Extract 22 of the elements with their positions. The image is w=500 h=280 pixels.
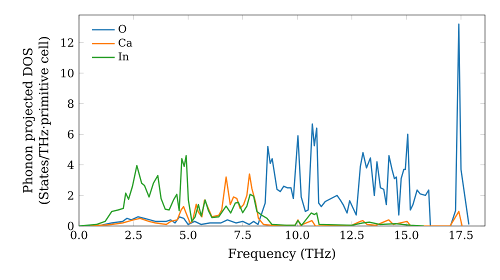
- x-tick-label: 17.5: [450, 230, 473, 240]
- legend-label: Ca: [118, 38, 132, 47]
- x-tick-label: 15.0: [395, 230, 418, 240]
- y-tick-label: 10: [61, 68, 74, 78]
- x-tick-label: 2.5: [125, 230, 142, 240]
- y-tick-label: 12: [61, 38, 74, 47]
- x-tick-label: 5.0: [180, 230, 196, 240]
- legend-label: O: [118, 24, 126, 33]
- y-axis-title: Phonon projected DOS (States/THz·primitive cell): [22, 37, 51, 204]
- x-tick-label: 12.5: [340, 230, 364, 240]
- x-tick-label: 10.0: [286, 230, 310, 240]
- line-series: [89, 173, 463, 226]
- y-tick-label: 8: [68, 99, 74, 108]
- y-tick-label: 2: [68, 191, 74, 200]
- legend-label: In: [118, 52, 129, 60]
- y-tick-label: 0: [68, 222, 74, 230]
- x-axis-title: Frequency (THz): [228, 248, 336, 261]
- y-tick-label: 4: [67, 160, 74, 170]
- x-tick-label: 7.5: [234, 230, 251, 240]
- line-series: [79, 154, 425, 226]
- x-tick-label: 0.0: [70, 230, 88, 240]
- y-tick-label: 6: [68, 130, 74, 139]
